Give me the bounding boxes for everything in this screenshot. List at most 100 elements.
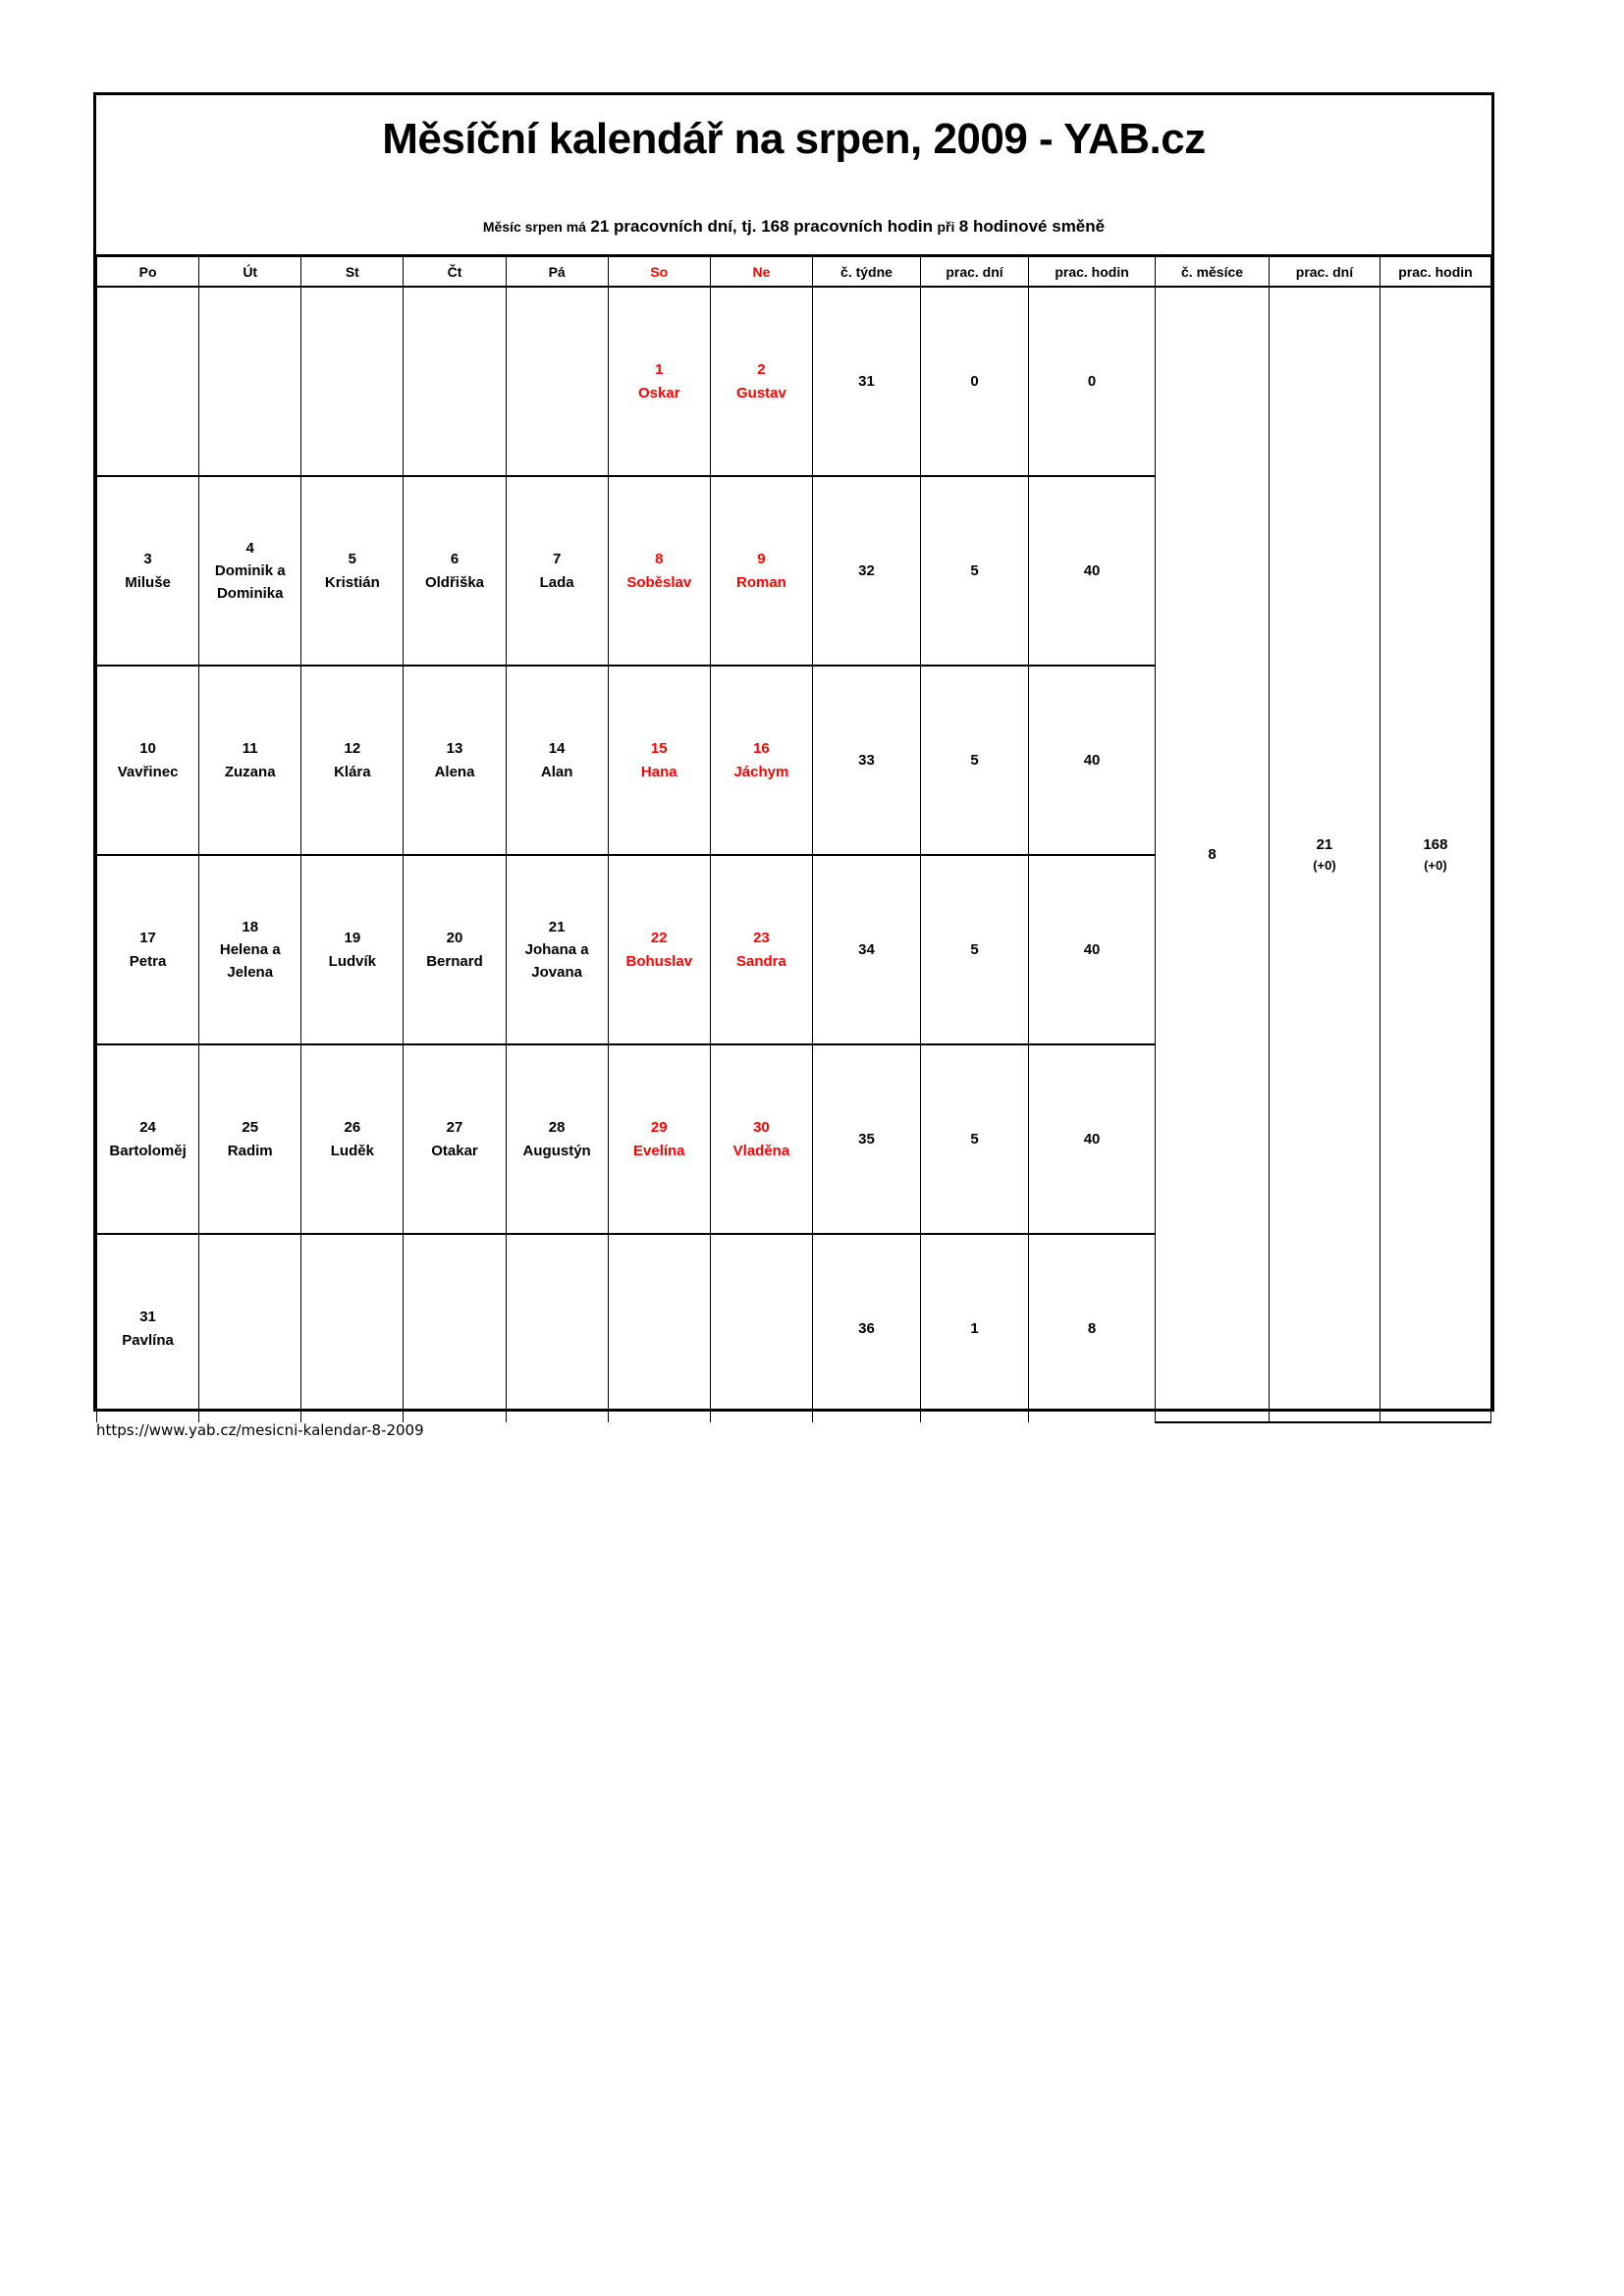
month-work-hours-value: 168 [1423,835,1448,853]
week-number-cell: 34 [811,854,922,1045]
subtitle-part-3: při [937,219,955,235]
day-number: 24 [139,1119,156,1137]
day-cell [95,286,200,477]
subtitle-part-1: Měsíc srpen má [482,219,586,235]
week-number-cell: 31 [811,286,922,477]
day-cell: 1 Oskar [607,286,711,477]
day-cell: 21 Johana a Jovana [505,854,609,1045]
column-header-month-work-hours: prac. hodin [1379,256,1492,288]
day-name: Hana [640,763,677,780]
source-url[interactable]: https://www.yab.cz/mesicni-kalendar-8-20… [96,1421,424,1439]
day-number: 26 [344,1119,361,1137]
day-name: Bohuslav [625,952,693,970]
day-cell: 20 Bernard [403,854,507,1045]
day-cell: 3 Miluše [95,475,200,667]
week-number-cell: 35 [811,1043,922,1235]
column-header-so: So [607,256,711,288]
day-number: 7 [552,551,562,568]
day-name: Dominik a Dominika [214,561,286,603]
day-name: Bernard [426,952,483,970]
day-number: 2 [757,361,766,379]
month-work-days-value: 21 [1316,835,1333,853]
day-number: 4 [245,539,254,557]
day-cell: 25 Radim [198,1043,302,1235]
day-name: Gustav [735,384,786,401]
day-number: 1 [655,361,664,379]
day-cell [198,1233,302,1422]
day-cell: 12 Klára [300,665,405,856]
day-cell [505,286,609,477]
column-header-week-work-days: prac. dní [919,256,1030,288]
column-header-ne: Ne [709,256,813,288]
day-cell [300,286,405,477]
week-work-hours-cell: 40 [1028,1043,1157,1235]
day-cell: 6 Oldřiška [403,475,507,667]
day-number: 10 [139,740,156,758]
day-number: 12 [344,740,361,758]
day-name: Luděk [330,1142,374,1159]
day-name: Evelína [633,1142,685,1159]
week-work-days-cell: 5 [919,1043,1030,1235]
day-number: 31 [139,1308,156,1326]
subtitle-part-4: 8 hodinové směně [958,217,1106,236]
day-name: Ludvík [328,952,377,970]
day-name: Vavřinec [117,763,179,780]
day-name: Augustýn [522,1142,591,1159]
day-name: Bartoloměj [109,1142,187,1159]
day-name: Johana a Jovana [524,940,589,982]
day-cell [403,286,507,477]
day-number: 9 [757,551,766,568]
table-row: 31 Pavlína 36 1 8 [95,1233,1491,1422]
day-number: 14 [548,740,566,758]
day-cell: 22 Bohuslav [607,854,711,1045]
day-cell: 16 Jáchym [709,665,813,856]
table-row: 3 Miluše 4 Dominik a Dominika 5 Kristián 6 O… [95,475,1491,667]
calendar-sheet: Měsíční kalendář na srpen, 2009 - YAB.cz… [93,92,1494,1423]
week-work-hours-cell: 0 [1028,286,1157,477]
week-number-cell: 36 [811,1233,922,1422]
day-cell: 29 Evelína [607,1043,711,1235]
day-cell: 17 Petra [95,854,200,1045]
day-number: 23 [753,930,770,947]
column-header-ct: Čt [403,256,507,288]
column-header-ut: Út [198,256,302,288]
day-name: Pavlína [122,1331,174,1349]
day-number: 5 [348,551,357,568]
day-cell: 31 Pavlína [95,1233,200,1422]
day-cell: 5 Kristián [300,475,405,667]
day-number: 21 [548,918,566,935]
day-number: 22 [650,930,668,947]
column-header-st: St [300,256,405,288]
day-name: Miluše [125,573,171,591]
month-work-days-extra: (+0) [1313,858,1336,874]
day-number: 28 [548,1119,566,1137]
day-name: Zuzana [224,763,276,780]
day-number: 13 [446,740,463,758]
calendar-table: Po Út St Čt Pá So Ne č. týdne prac. dní … [95,256,1492,1423]
day-cell [403,1233,507,1422]
day-cell: 2 Gustav [709,286,813,477]
day-cell: 18 Helena a Jelena [198,854,302,1045]
day-name: Vladěna [732,1142,790,1159]
day-name: Oskar [638,384,680,401]
day-number: 17 [139,930,156,947]
table-row: 10 Vavřinec 11 Zuzana 12 Klára 13 Alena 14 Al… [95,665,1491,856]
day-cell: 26 Luděk [300,1043,405,1235]
day-number: 20 [446,930,463,947]
day-name: Sandra [735,952,786,970]
calendar-body: 1 Oskar 2 Gustav 31 0 0 8 21 (+0) 168 (+0) [95,286,1492,1423]
day-number: 11 [242,740,258,758]
week-work-hours-cell: 40 [1028,475,1157,667]
day-number: 30 [753,1119,770,1137]
week-work-days-cell: 5 [919,854,1030,1045]
week-number-cell: 33 [811,665,922,856]
day-number: 8 [655,551,664,568]
day-number: 25 [242,1119,259,1137]
day-cell: 19 Ludvík [300,854,405,1045]
day-number: 3 [143,551,152,568]
week-work-days-cell: 5 [919,665,1030,856]
day-name: Oldřiška [424,573,484,591]
day-cell [505,1233,609,1422]
column-header-week-work-hours: prac. hodin [1028,256,1157,288]
